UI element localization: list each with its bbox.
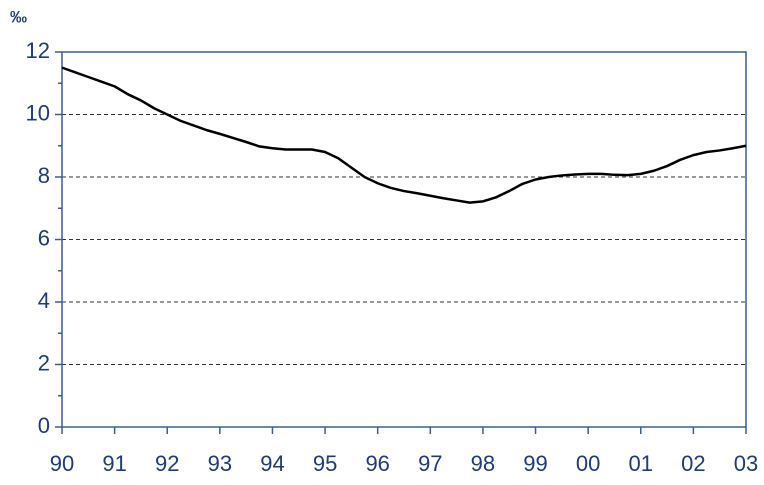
- x-tick-label: 00: [576, 451, 600, 476]
- y-tick-label: 12: [26, 38, 50, 63]
- y-unit-label: ‰: [10, 7, 27, 26]
- x-tick-label: 03: [734, 451, 758, 476]
- x-tick-label: 90: [50, 451, 74, 476]
- y-tick-label: 8: [38, 163, 50, 188]
- x-tick-label: 99: [523, 451, 547, 476]
- x-tick-label: 02: [681, 451, 705, 476]
- x-tick-label: 92: [155, 451, 179, 476]
- x-tick-label: 96: [365, 451, 389, 476]
- x-tick-label: 93: [208, 451, 232, 476]
- y-tick-label: 2: [38, 350, 50, 375]
- y-tick-label: 0: [38, 413, 50, 438]
- data-line: [61, 66, 747, 204]
- x-tick-label: 01: [629, 451, 653, 476]
- y-tick-label: 6: [38, 225, 50, 250]
- x-tick-label: 98: [471, 451, 495, 476]
- y-tick-label: 4: [38, 288, 50, 313]
- x-tick-label: 94: [260, 451, 284, 476]
- plot-frame: [61, 51, 747, 428]
- x-tick-label: 95: [313, 451, 337, 476]
- x-tick-label: 91: [102, 451, 126, 476]
- x-tick-label: 97: [418, 451, 442, 476]
- y-tick-label: 10: [26, 100, 50, 125]
